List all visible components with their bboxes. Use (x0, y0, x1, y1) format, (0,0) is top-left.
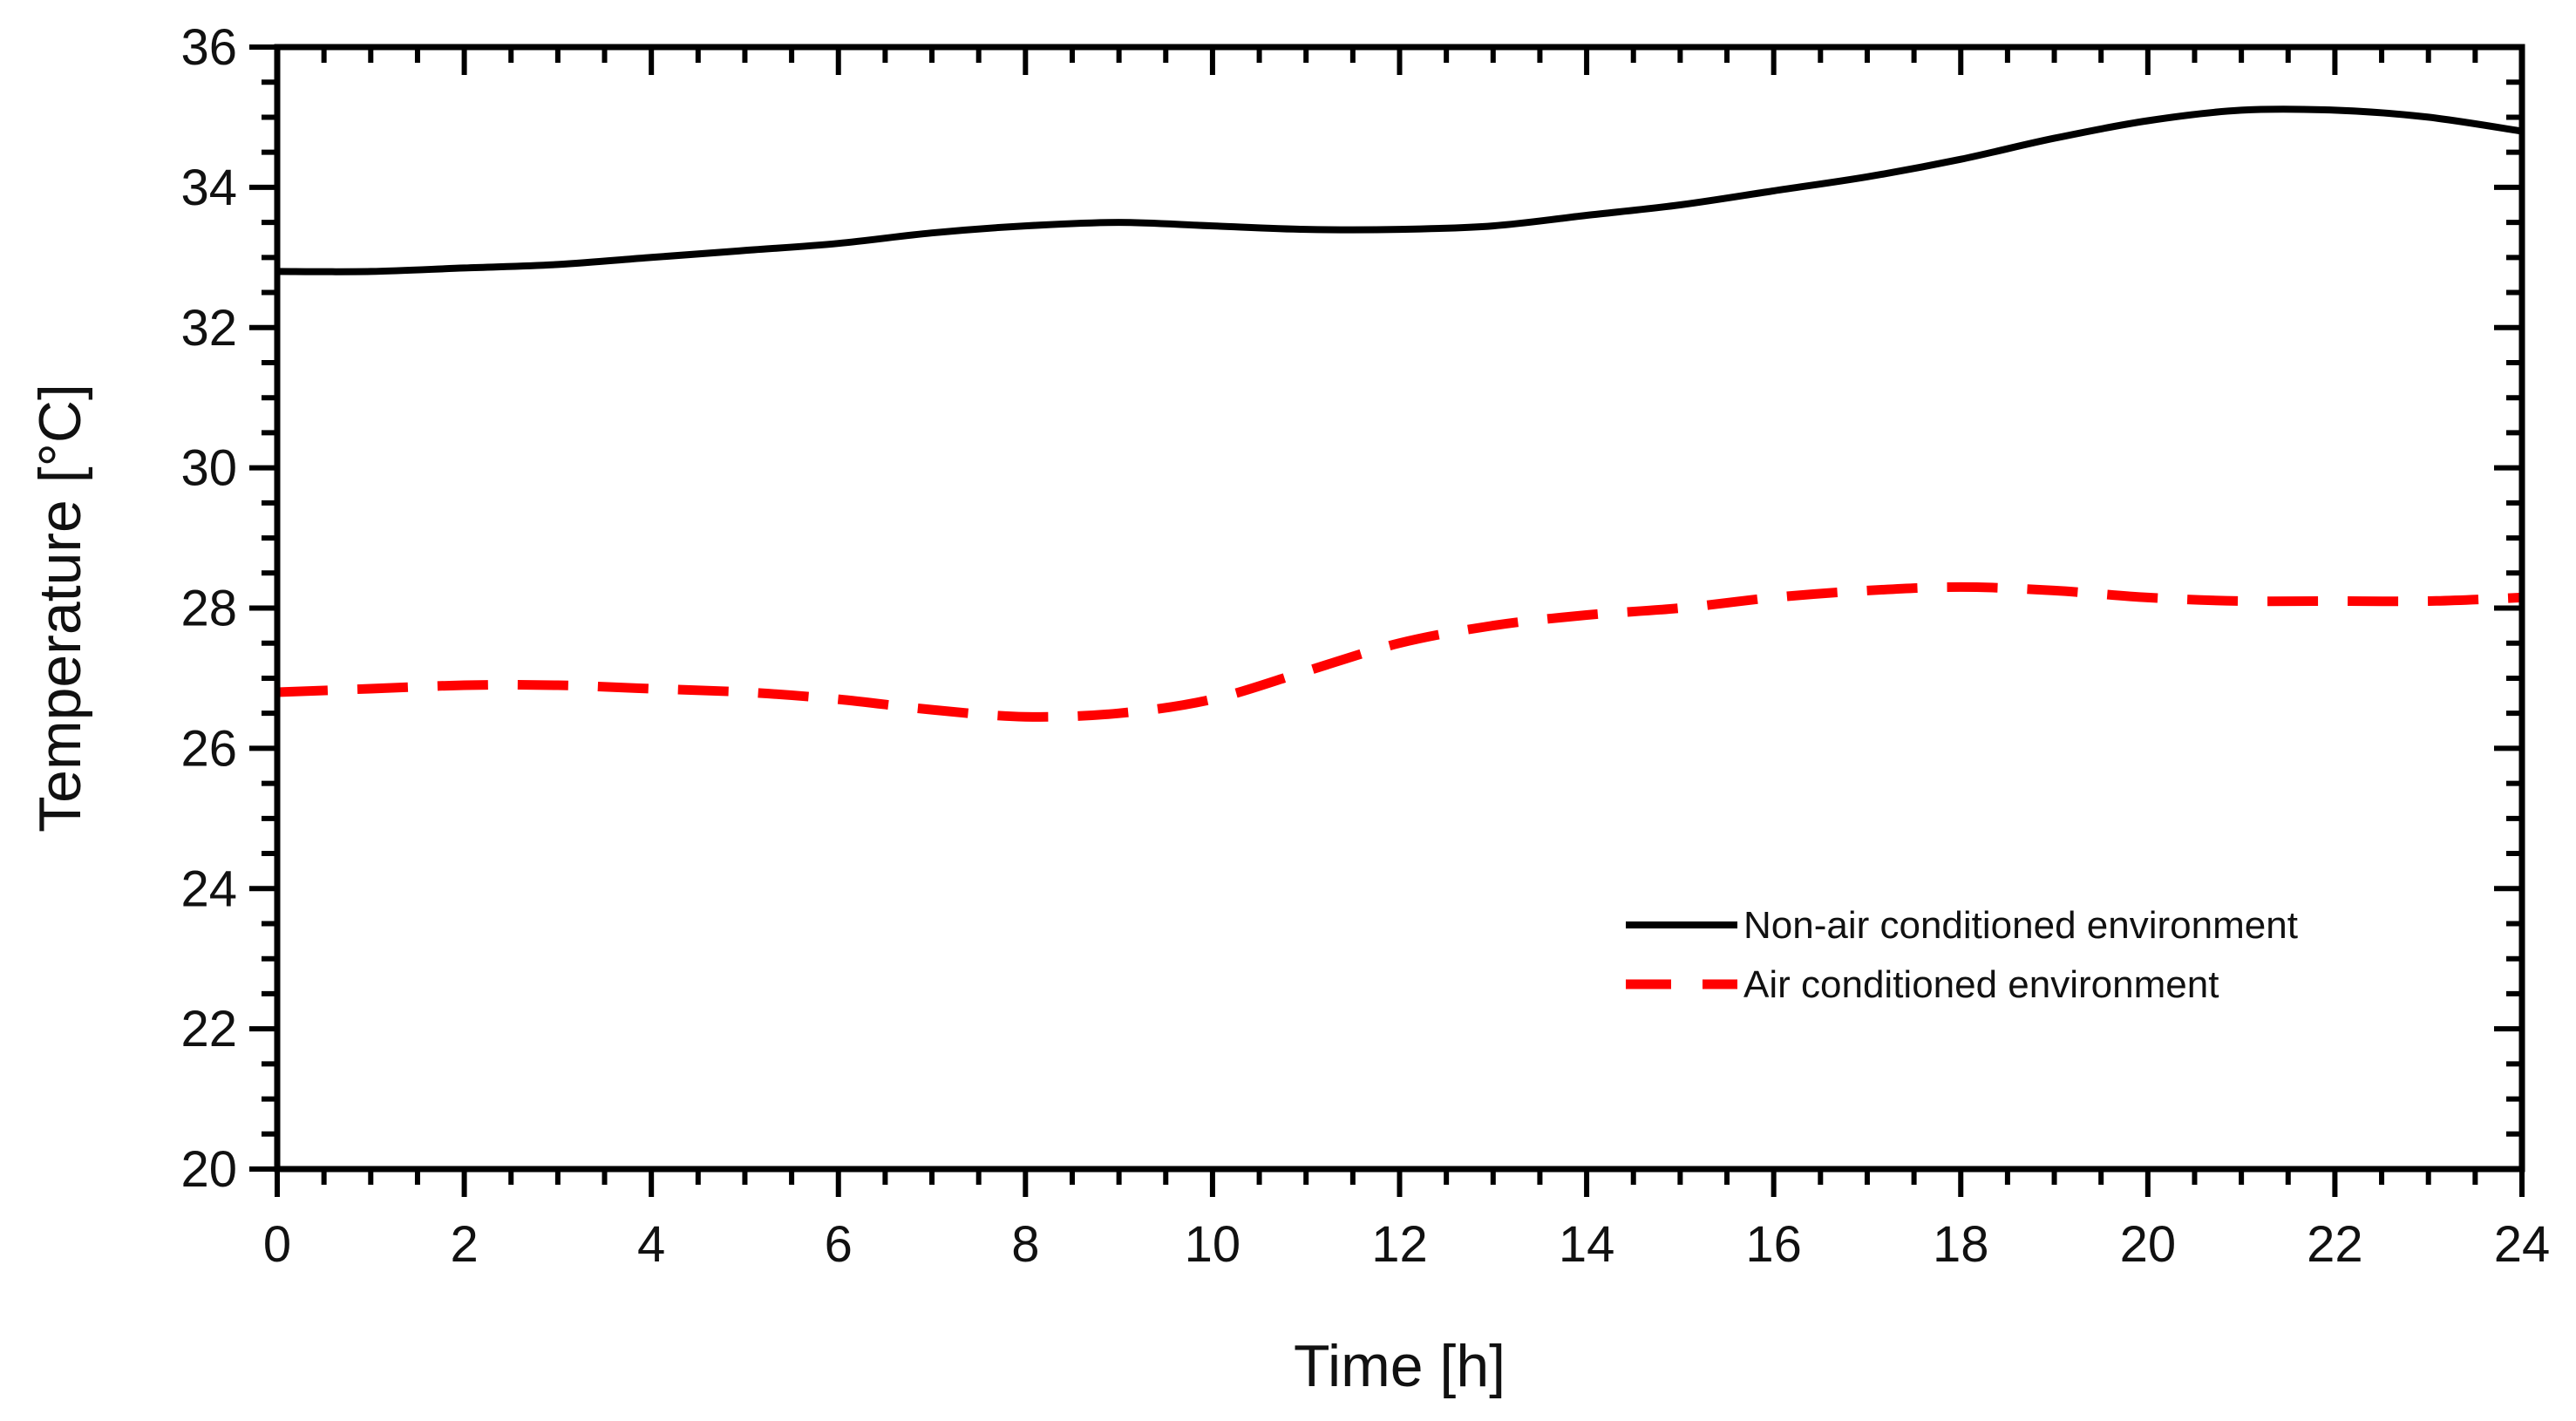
y-tick-label: 36 (180, 19, 237, 76)
x-tick-label: 22 (2307, 1216, 2363, 1273)
x-tick-label: 20 (2120, 1216, 2177, 1273)
x-tick-label: 4 (637, 1216, 665, 1273)
legend-label-non-air-conditioned: Non-air conditioned environment (1743, 904, 2298, 947)
x-tick-label: 18 (1933, 1216, 1989, 1273)
series-line-non-air-conditioned (276, 105, 2523, 275)
x-tick-label: 24 (2494, 1216, 2551, 1273)
legend: Non-air conditioned environment Air cond… (1626, 904, 2298, 1006)
y-tick-label: 20 (180, 1141, 237, 1198)
y-tick-label: 34 (180, 160, 237, 216)
x-tick-label: 14 (1559, 1216, 1615, 1273)
x-tick-label: 10 (1185, 1216, 1241, 1273)
x-tick-label: 8 (1011, 1216, 1039, 1273)
x-tick-label: 16 (1745, 1216, 1802, 1273)
x-axis-title: Time [h] (1294, 1333, 1505, 1399)
y-tick-label: 26 (180, 720, 237, 777)
plot-frame (274, 44, 2525, 1173)
series-line-air-conditioned (276, 581, 2523, 722)
series-layer (276, 105, 2523, 722)
y-tick-label: 30 (180, 440, 237, 497)
x-tick-label: 6 (825, 1216, 853, 1273)
y-tick-label: 24 (180, 860, 237, 917)
x-tick-label: 12 (1371, 1216, 1428, 1273)
x-tick-label: 2 (450, 1216, 478, 1273)
x-tick-label: 0 (263, 1216, 291, 1273)
y-tick-label: 22 (180, 1001, 237, 1057)
y-tick-label: 32 (180, 300, 237, 357)
legend-label-air-conditioned: Air conditioned environment (1743, 963, 2219, 1006)
y-axis-title: Temperature [°C] (27, 384, 93, 833)
y-tick-label: 28 (180, 581, 237, 637)
